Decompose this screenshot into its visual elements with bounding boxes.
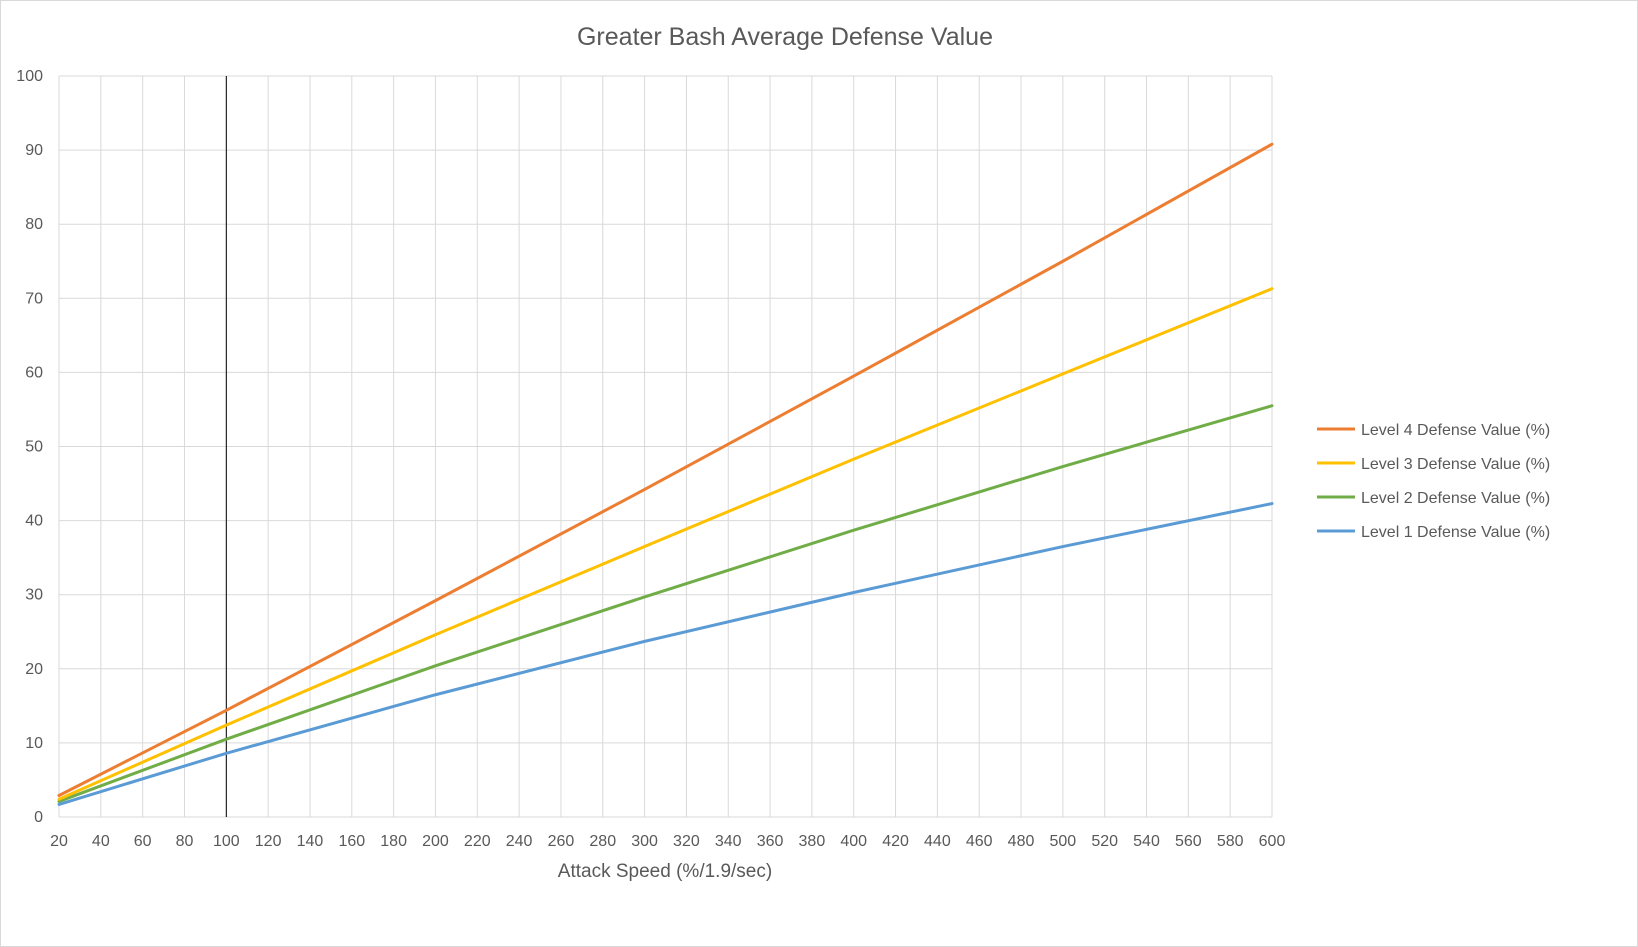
x-tick-label-25: 520 — [1091, 833, 1118, 850]
x-tick-label-14: 300 — [631, 833, 658, 850]
y-tick-label-3: 30 — [25, 587, 43, 604]
series-line-level-1 — [57, 502, 1274, 806]
x-tick-label-29: 600 — [1259, 833, 1286, 850]
legend-label-2: Level 2 Defense Value (%) — [1361, 490, 1550, 507]
x-tick-label-8: 180 — [380, 833, 407, 850]
y-tick-label-7: 70 — [25, 290, 43, 307]
tick-labels: 0 10 20 30 40 50 60 70 80 90 100 20 40 60 80 100 120 140 1… — [16, 68, 1285, 850]
series-layer — [57, 142, 1274, 806]
y-tick-label-1: 10 — [25, 735, 43, 752]
x-tick-label-27: 560 — [1175, 833, 1202, 850]
x-tick-label-22: 460 — [966, 833, 993, 850]
x-tick-label-3: 80 — [176, 833, 194, 850]
series-line-level-4 — [57, 142, 1274, 798]
series-line-level-3 — [57, 287, 1274, 801]
chart-title: Greater Bash Average Defense Value — [577, 23, 993, 51]
x-tick-label-16: 340 — [715, 833, 742, 850]
series-line-level-2 — [57, 404, 1274, 803]
legend-label-0: Level 4 Defense Value (%) — [1361, 422, 1550, 439]
x-tick-label-17: 360 — [757, 833, 784, 850]
y-tick-label-10: 100 — [16, 68, 43, 85]
x-tick-label-26: 540 — [1133, 833, 1160, 850]
x-tick-label-13: 280 — [589, 833, 616, 850]
x-tick-label-2: 60 — [134, 833, 152, 850]
x-axis-title: Attack Speed (%/1.9/sec) — [558, 861, 772, 882]
x-tick-label-5: 120 — [255, 833, 282, 850]
x-tick-label-19: 400 — [840, 833, 867, 850]
x-tick-label-11: 240 — [506, 833, 533, 850]
y-tick-label-8: 80 — [25, 216, 43, 233]
x-tick-label-6: 140 — [297, 833, 324, 850]
y-tick-label-0: 0 — [34, 809, 43, 826]
x-tick-label-9: 200 — [422, 833, 449, 850]
x-tick-label-28: 580 — [1217, 833, 1244, 850]
x-tick-label-20: 420 — [882, 833, 909, 850]
x-tick-label-15: 320 — [673, 833, 700, 850]
x-tick-label-12: 260 — [548, 833, 575, 850]
legend-label-3: Level 1 Defense Value (%) — [1361, 524, 1550, 541]
x-tick-label-7: 160 — [338, 833, 365, 850]
x-tick-label-4: 100 — [213, 833, 240, 850]
x-tick-label-18: 380 — [799, 833, 826, 850]
y-tick-label-2: 20 — [25, 661, 43, 678]
x-tick-label-10: 220 — [464, 833, 491, 850]
x-tick-label-1: 40 — [92, 833, 110, 850]
x-tick-label-0: 20 — [50, 833, 68, 850]
gridlines — [58, 75, 1273, 818]
x-tick-label-23: 480 — [1008, 833, 1035, 850]
y-tick-label-4: 40 — [25, 513, 43, 530]
y-tick-label-5: 50 — [25, 439, 43, 456]
y-tick-label-6: 60 — [25, 364, 43, 381]
x-tick-label-21: 440 — [924, 833, 951, 850]
y-tick-label-9: 90 — [25, 142, 43, 159]
legend-label-1: Level 3 Defense Value (%) — [1361, 456, 1550, 473]
legend: Level 4 Defense Value (%) Level 3 Defense… — [1317, 422, 1550, 541]
x-tick-label-24: 500 — [1050, 833, 1077, 850]
